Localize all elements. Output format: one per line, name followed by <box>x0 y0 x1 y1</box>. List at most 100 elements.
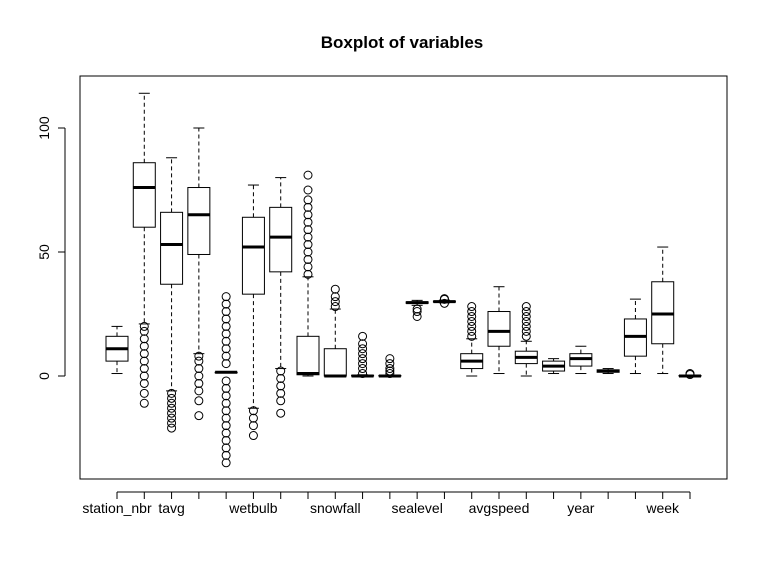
outlier-point <box>521 302 531 312</box>
box-b7 <box>269 177 293 418</box>
outlier-point <box>139 341 149 351</box>
outlier-point <box>194 356 204 366</box>
outlier-point <box>194 411 204 421</box>
outlier-point <box>385 359 395 369</box>
outlier-point <box>221 458 231 468</box>
box-b6 <box>241 184 265 441</box>
outlier-point <box>276 381 286 391</box>
outlier-point <box>167 403 177 413</box>
outlier-point <box>521 307 531 317</box>
outlier-point <box>330 292 340 302</box>
box-b12 <box>405 299 429 321</box>
x-tick-label: sealevel <box>391 500 442 516</box>
box-b9 <box>323 284 347 378</box>
outlier-point <box>221 329 231 339</box>
x-tick-label: station_nbr <box>82 500 152 516</box>
box-b11 <box>378 354 402 379</box>
outlier-point <box>276 373 286 383</box>
outlier-point <box>303 185 313 195</box>
outlier-point <box>303 217 313 227</box>
outlier-point <box>385 354 395 364</box>
outlier-point <box>167 418 177 428</box>
outlier-point <box>221 336 231 346</box>
outlier-point <box>221 299 231 309</box>
outlier-point <box>303 240 313 250</box>
outlier-point <box>303 254 313 264</box>
outlier-point <box>358 349 368 359</box>
outlier-point <box>521 311 531 321</box>
outlier-point <box>194 378 204 388</box>
outlier-point <box>303 262 313 272</box>
outlier-point <box>194 371 204 381</box>
outlier-point <box>467 316 477 326</box>
outlier-point <box>467 307 477 317</box>
outlier-point <box>412 311 422 321</box>
outlier-point <box>467 326 477 336</box>
plot-frame <box>79 75 728 480</box>
outlier-point <box>221 321 231 331</box>
box-b8 <box>296 170 320 377</box>
outlier-point <box>358 359 368 369</box>
outlier-point <box>358 364 368 374</box>
chart-title: Boxplot of variables <box>321 33 483 52</box>
outlier-point <box>303 232 313 242</box>
outlier-point <box>467 302 477 312</box>
outlier-point <box>276 388 286 398</box>
outlier-point <box>358 339 368 349</box>
box-rect <box>160 211 184 285</box>
box-b21 <box>651 246 675 375</box>
outlier-point <box>139 326 149 336</box>
outlier-point <box>330 297 340 307</box>
box-b20 <box>623 298 647 375</box>
box-rect <box>269 206 293 273</box>
x-tick-label: tavg <box>158 500 184 516</box>
outlier-point <box>303 247 313 257</box>
outlier-point <box>221 383 231 393</box>
outlier-point <box>276 408 286 418</box>
box-b15 <box>487 286 511 375</box>
box-b13 <box>432 294 456 308</box>
outlier-point <box>303 195 313 205</box>
outlier-point <box>303 225 313 235</box>
outlier-point <box>439 298 449 308</box>
outlier-point <box>439 294 449 304</box>
outlier-point <box>248 431 258 441</box>
outlier-point <box>139 398 149 408</box>
outlier-point <box>303 210 313 220</box>
outlier-point <box>521 316 531 326</box>
outlier-point <box>221 307 231 317</box>
outlier-point <box>139 388 149 398</box>
box-rect <box>487 311 511 347</box>
box-b1 <box>105 325 129 375</box>
outlier-point <box>412 304 422 314</box>
outlier-point <box>194 351 204 361</box>
outlier-point <box>221 443 231 453</box>
box-rect <box>187 187 211 255</box>
outlier-point <box>221 351 231 361</box>
y-tick-label: 50 <box>36 244 52 260</box>
outlier-point <box>467 311 477 321</box>
outlier-point <box>467 321 477 331</box>
outlier-point <box>221 344 231 354</box>
box-rect <box>132 162 156 228</box>
outlier-point <box>139 364 149 374</box>
outlier-point <box>467 331 477 341</box>
outlier-point <box>248 413 258 423</box>
outlier-point <box>385 366 395 376</box>
box-rect <box>296 335 320 376</box>
box-rect <box>323 348 347 377</box>
box-series <box>105 92 702 468</box>
x-tick-label: week <box>645 500 680 516</box>
box-b14 <box>460 302 484 377</box>
outlier-point <box>139 371 149 381</box>
outlier-point <box>521 321 531 331</box>
box-b10 <box>351 331 375 379</box>
outlier-point <box>330 302 340 312</box>
box-b4 <box>187 127 211 421</box>
x-tick-label: snowfall <box>310 500 361 516</box>
outlier-point <box>276 396 286 406</box>
outlier-point <box>221 359 231 369</box>
outlier-point <box>221 398 231 408</box>
box-rect <box>241 216 265 295</box>
outlier-point <box>167 398 177 408</box>
